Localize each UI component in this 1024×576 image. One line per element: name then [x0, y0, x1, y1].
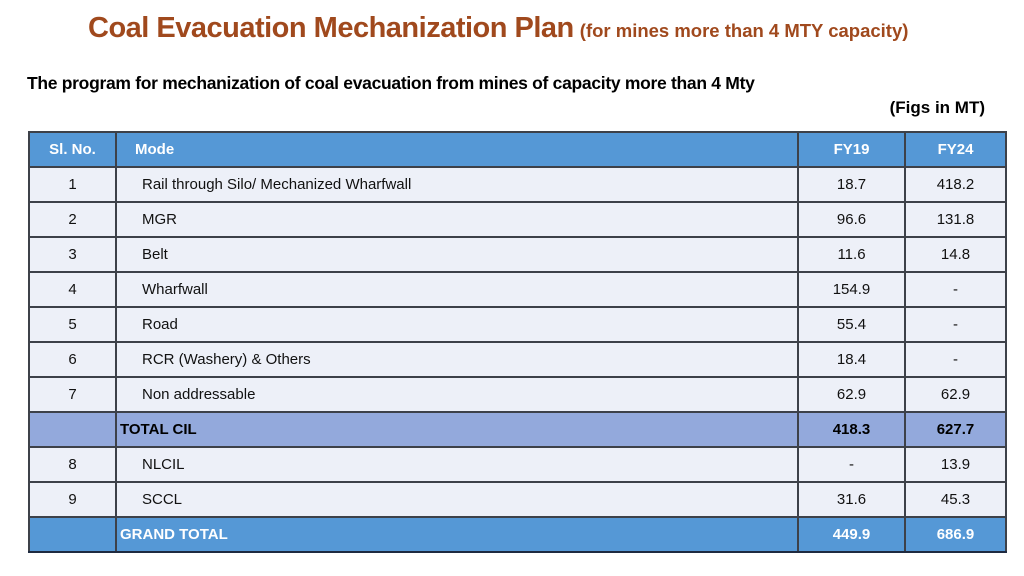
- cell-fy24: -: [904, 341, 1007, 378]
- cell-fy24: 62.9: [904, 376, 1007, 413]
- cell-fy24: 418.2: [904, 166, 1007, 203]
- cell-fy19: 55.4: [797, 306, 906, 343]
- cell-fy24: 45.3: [904, 481, 1007, 518]
- slide-title-main: Coal Evacuation Mechanization Plan: [88, 12, 574, 44]
- column-header-fy24: FY24: [904, 131, 1007, 168]
- slide-title: Coal Evacuation Mechanization Plan (for m…: [88, 12, 908, 45]
- mechanization-plan-table: Sl. No. Mode FY19 FY24 1 Rail through Sil…: [28, 131, 1007, 553]
- cell-sl: 3: [28, 236, 117, 273]
- cell-fy19: 154.9: [797, 271, 906, 308]
- column-header-mode: Mode: [115, 131, 799, 168]
- table-body: 1 Rail through Silo/ Mechanized Wharfwall…: [28, 166, 1007, 553]
- cell-fy19: 18.4: [797, 341, 906, 378]
- cell-fy24: 14.8: [904, 236, 1007, 273]
- slide-subtitle: The program for mechanization of coal ev…: [27, 73, 755, 93]
- cell-mode: MGR: [115, 201, 799, 238]
- cell-sl: 9: [28, 481, 117, 518]
- table-row: 5 Road 55.4-: [28, 306, 1007, 343]
- cell-fy24: 627.7: [904, 411, 1007, 448]
- cell-sl: 1: [28, 166, 117, 203]
- cell-mode: Road: [115, 306, 799, 343]
- column-header-sl-no: Sl. No.: [28, 131, 117, 168]
- grandtotal-row: GRAND TOTAL 449.9 686.9: [28, 516, 1007, 553]
- cell-sl: [28, 516, 117, 553]
- cell-fy24: 686.9: [904, 516, 1007, 553]
- cell-sl: 2: [28, 201, 117, 238]
- column-header-fy19: FY19: [797, 131, 906, 168]
- table-header: Sl. No. Mode FY19 FY24: [28, 131, 1007, 168]
- cell-mode: RCR (Washery) & Others: [115, 341, 799, 378]
- table-header-row: Sl. No. Mode FY19 FY24: [28, 131, 1007, 168]
- cell-mode: NLCIL: [115, 446, 799, 483]
- cell-mode: TOTAL CIL: [115, 411, 799, 448]
- cell-fy19: 418.3: [797, 411, 906, 448]
- cell-fy19: 449.9: [797, 516, 906, 553]
- cell-sl: [28, 411, 117, 448]
- table-row: 3 Belt 11.6 14.8: [28, 236, 1007, 273]
- cell-fy19: 31.6: [797, 481, 906, 518]
- cell-fy24: 13.9: [904, 446, 1007, 483]
- cell-mode: GRAND TOTAL: [115, 516, 799, 553]
- cell-fy24: -: [904, 271, 1007, 308]
- cell-sl: 7: [28, 376, 117, 413]
- cell-fy24: 131.8: [904, 201, 1007, 238]
- subtotal-row: TOTAL CIL 418.3 627.7: [28, 411, 1007, 448]
- cell-mode: Non addressable: [115, 376, 799, 413]
- cell-fy19: 96.6: [797, 201, 906, 238]
- cell-sl: 8: [28, 446, 117, 483]
- cell-fy19: -: [797, 446, 906, 483]
- cell-sl: 6: [28, 341, 117, 378]
- cell-mode: Rail through Silo/ Mechanized Wharfwall: [115, 166, 799, 203]
- cell-mode: Wharfwall: [115, 271, 799, 308]
- units-note: (Figs in MT): [889, 98, 985, 117]
- table-row: 6 RCR (Washery) & Others 18.4-: [28, 341, 1007, 378]
- cell-sl: 4: [28, 271, 117, 308]
- cell-fy24: -: [904, 306, 1007, 343]
- cell-mode: SCCL: [115, 481, 799, 518]
- cell-fy19: 62.9: [797, 376, 906, 413]
- cell-mode: Belt: [115, 236, 799, 273]
- table-row: 8 NLCIL -13.9: [28, 446, 1007, 483]
- table-row: 1 Rail through Silo/ Mechanized Wharfwall…: [28, 166, 1007, 203]
- table-row: 2 MGR 96.6 131.8: [28, 201, 1007, 238]
- cell-sl: 5: [28, 306, 117, 343]
- cell-fy19: 11.6: [797, 236, 906, 273]
- table-row: 9 SCCL 31.6 45.3: [28, 481, 1007, 518]
- cell-fy19: 18.7: [797, 166, 906, 203]
- table-row: 4 Wharfwall 154.9-: [28, 271, 1007, 308]
- slide-title-qualifier: (for mines more than 4 MTY capacity): [579, 20, 909, 41]
- table-row: 7 Non addressable 62.9 62.9: [28, 376, 1007, 413]
